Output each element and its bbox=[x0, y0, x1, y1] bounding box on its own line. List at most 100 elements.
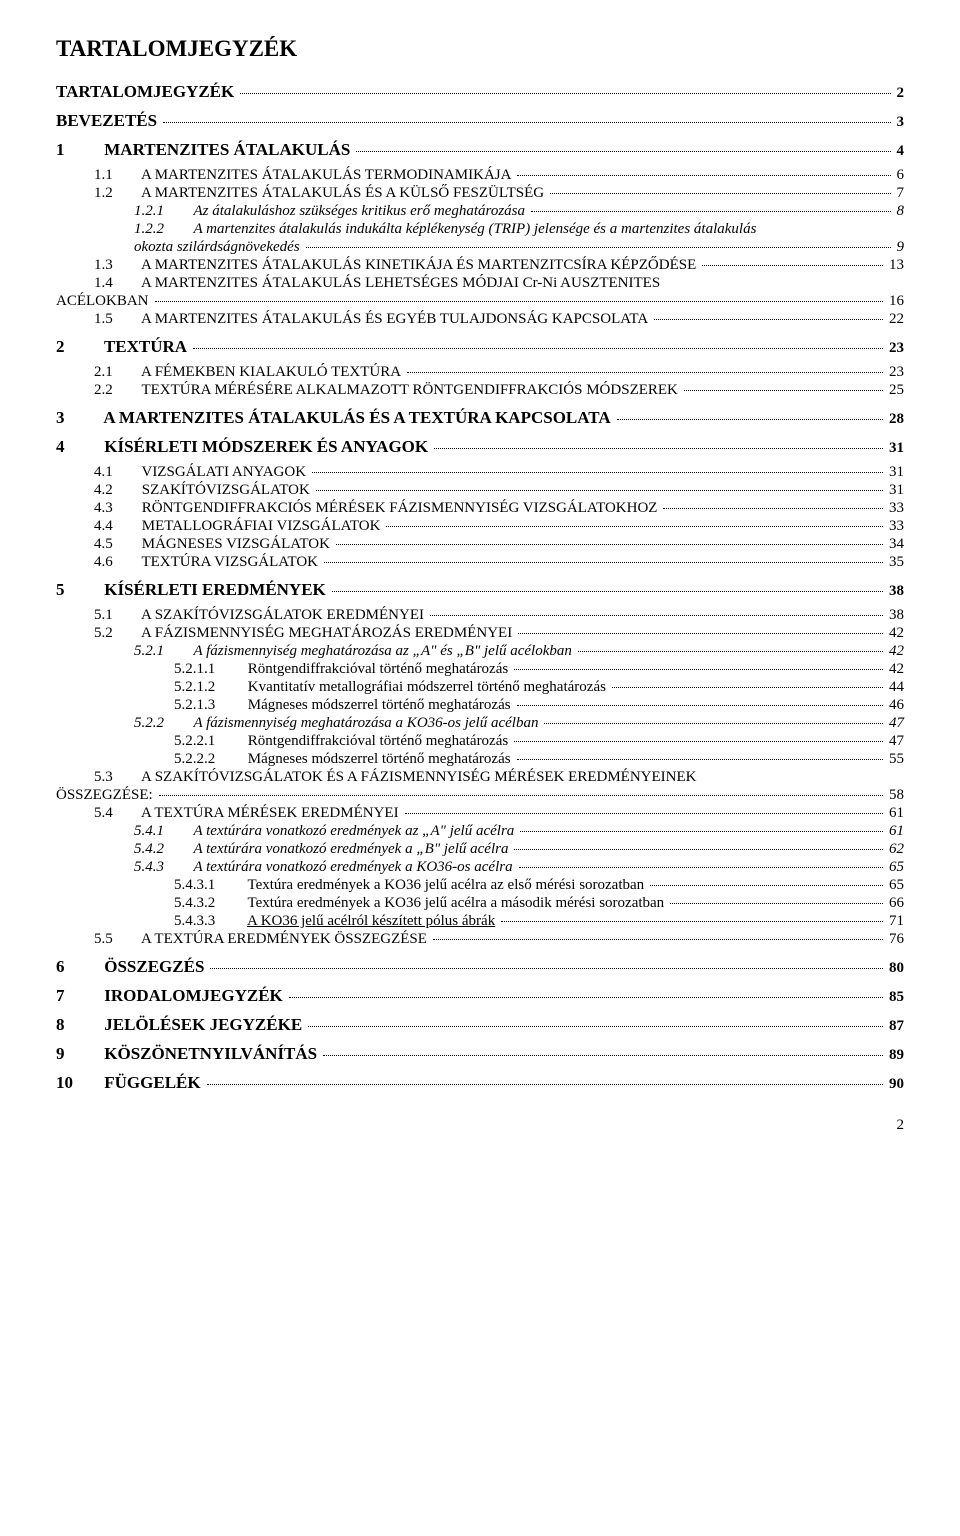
toc-leader-dots bbox=[519, 867, 883, 868]
toc-entry: 5.2.2.2 Mágneses módszerrel történő megh… bbox=[56, 751, 904, 768]
toc-number: 5.4.3.3 bbox=[174, 913, 244, 930]
toc-entry-continuation: ÖSSZEGZÉSE:58 bbox=[56, 787, 904, 804]
toc-page-number: 42 bbox=[885, 643, 904, 660]
toc-page-number: 25 bbox=[885, 382, 904, 399]
toc-leader-dots bbox=[332, 591, 883, 592]
toc-entry: 1.1 A MARTENZITES ÁTALAKULÁS TERMODINAMI… bbox=[56, 167, 904, 184]
toc-number: 6 bbox=[56, 957, 100, 977]
toc-number: 5.2 bbox=[94, 625, 138, 642]
toc-entry: 4.5 MÁGNESES VIZSGÁLATOK34 bbox=[56, 536, 904, 553]
toc-label: 5.5 A TEXTÚRA EREDMÉNYEK ÖSSZEGZÉSE bbox=[56, 931, 431, 948]
toc-leader-dots bbox=[433, 939, 883, 940]
toc-entry: 4.1 VIZSGÁLATI ANYAGOK31 bbox=[56, 464, 904, 481]
toc-entry: TARTALOMJEGYZÉK2 bbox=[56, 82, 904, 102]
toc-number: 5.2.2 bbox=[134, 715, 190, 732]
toc-label: 4.4 METALLOGRÁFIAI VIZSGÁLATOK bbox=[56, 518, 384, 535]
toc-number: 2.1 bbox=[94, 364, 138, 381]
toc-leader-dots bbox=[501, 921, 883, 922]
toc-number: 9 bbox=[56, 1044, 100, 1064]
toc-label: BEVEZETÉS bbox=[56, 111, 161, 131]
toc-page-number: 89 bbox=[885, 1047, 904, 1064]
toc-page-number: 38 bbox=[885, 583, 904, 600]
toc-entry: 5.1 A SZAKÍTÓVIZSGÁLATOK EREDMÉNYEI38 bbox=[56, 607, 904, 624]
toc-label: 9 KÖSZÖNETNYILVÁNÍTÁS bbox=[56, 1044, 321, 1064]
toc-label: 4.5 MÁGNESES VIZSGÁLATOK bbox=[56, 536, 334, 553]
toc-label: 5.4.3.2 Textúra eredmények a KO36 jelű a… bbox=[56, 895, 668, 912]
toc-entry: 4 KÍSÉRLETI MÓDSZEREK ÉS ANYAGOK31 bbox=[56, 437, 904, 457]
toc-label: 4.1 VIZSGÁLATI ANYAGOK bbox=[56, 464, 310, 481]
toc-page-number: 22 bbox=[885, 311, 904, 328]
toc-leader-dots bbox=[289, 997, 883, 998]
toc-number: 1.3 bbox=[94, 257, 138, 274]
toc-page-number: 55 bbox=[885, 751, 904, 768]
toc-page-number: 7 bbox=[893, 185, 905, 202]
toc-number: 5.2.2.1 bbox=[174, 733, 244, 750]
toc-number: 1.2.1 bbox=[134, 203, 190, 220]
toc-entry: 1.2 A MARTENZITES ÁTALAKULÁS ÉS A KÜLSŐ … bbox=[56, 185, 904, 202]
toc-entry-continuation: okozta szilárdságnövekedés9 bbox=[56, 239, 904, 256]
toc-entry: 4.2 SZAKÍTÓVIZSGÁLATOK31 bbox=[56, 482, 904, 499]
toc-label: ÖSSZEGZÉSE: bbox=[56, 787, 157, 804]
toc-entry: 5.2.1.1 Röntgendiffrakcióval történő meg… bbox=[56, 661, 904, 678]
toc-page-number: 80 bbox=[885, 960, 904, 977]
toc-label: 5.4.3.1 Textúra eredmények a KO36 jelű a… bbox=[56, 877, 648, 894]
toc-label: 4.3 RÖNTGENDIFFRAKCIÓS MÉRÉSEK FÁZISMENN… bbox=[56, 500, 661, 517]
toc-entry: 4.3 RÖNTGENDIFFRAKCIÓS MÉRÉSEK FÁZISMENN… bbox=[56, 500, 904, 517]
toc-page-number: 87 bbox=[885, 1018, 904, 1035]
toc-number: 5.2.1 bbox=[134, 643, 190, 660]
toc-entry: 5.5 A TEXTÚRA EREDMÉNYEK ÖSSZEGZÉSE76 bbox=[56, 931, 904, 948]
toc-leader-dots bbox=[550, 193, 890, 194]
toc-label: 3 A MARTENZITES ÁTALAKULÁS ÉS A TEXTÚRA … bbox=[56, 408, 615, 428]
toc-number: 8 bbox=[56, 1015, 100, 1035]
toc-entry: 1.2.2 A martenzites átalakulás indukálta… bbox=[56, 221, 904, 238]
toc-leader-dots bbox=[434, 448, 883, 449]
toc-label: 5.2.2 A fázismennyiség meghatározása a K… bbox=[56, 715, 542, 732]
toc-number: 4.6 bbox=[94, 554, 138, 571]
toc-entry: 5.4.3.1 Textúra eredmények a KO36 jelű a… bbox=[56, 877, 904, 894]
spacer bbox=[56, 429, 904, 436]
toc-page-number: 90 bbox=[885, 1076, 904, 1093]
toc-entry: 5.4.3 A textúrára vonatkozó eredmények a… bbox=[56, 859, 904, 876]
toc-leader-dots bbox=[663, 508, 883, 509]
toc-leader-dots bbox=[684, 390, 883, 391]
toc-entry: 1.2.1 Az átalakuláshoz szükséges kritiku… bbox=[56, 203, 904, 220]
toc-number: 5.3 bbox=[94, 769, 138, 786]
toc-entry: 4.4 METALLOGRÁFIAI VIZSGÁLATOK33 bbox=[56, 518, 904, 535]
toc-entry: BEVEZETÉS3 bbox=[56, 111, 904, 131]
spacer bbox=[56, 572, 904, 579]
toc-entry: 5.4.3.2 Textúra eredmények a KO36 jelű a… bbox=[56, 895, 904, 912]
toc-leader-dots bbox=[155, 301, 884, 302]
toc-entry: 1.3 A MARTENZITES ÁTALAKULÁS KINETIKÁJA … bbox=[56, 257, 904, 274]
toc-entry: 5.2.1.2 Kvantitatív metallográfiai módsz… bbox=[56, 679, 904, 696]
toc-number: 5.4.3.1 bbox=[174, 877, 244, 894]
toc-number: 4.5 bbox=[94, 536, 138, 553]
page-title: TARTALOMJEGYZÉK bbox=[56, 36, 904, 62]
toc-entry: 10 FÜGGELÉK90 bbox=[56, 1073, 904, 1093]
toc-label: 4 KÍSÉRLETI MÓDSZEREK ÉS ANYAGOK bbox=[56, 437, 432, 457]
toc-page-number: 9 bbox=[893, 239, 905, 256]
toc-number: 1.4 bbox=[94, 275, 138, 292]
toc-entry: 2 TEXTÚRA23 bbox=[56, 337, 904, 357]
toc-label: 7 IRODALOMJEGYZÉK bbox=[56, 986, 287, 1006]
toc-entry: 5.2 A FÁZISMENNYISÉG MEGHATÁROZÁS EREDMÉ… bbox=[56, 625, 904, 642]
toc-page-number: 61 bbox=[885, 823, 904, 840]
toc-entry: 7 IRODALOMJEGYZÉK85 bbox=[56, 986, 904, 1006]
toc-entry: 5.2.1.3 Mágneses módszerrel történő megh… bbox=[56, 697, 904, 714]
toc-page-number: 47 bbox=[885, 733, 904, 750]
toc-label: 6 ÖSSZEGZÉS bbox=[56, 957, 208, 977]
toc-page-number: 65 bbox=[885, 859, 904, 876]
toc-entry: 5.4.1 A textúrára vonatkozó eredmények a… bbox=[56, 823, 904, 840]
toc-leader-dots bbox=[702, 265, 883, 266]
toc-leader-dots bbox=[407, 372, 883, 373]
toc-entry: 5.4.2 A textúrára vonatkozó eredmények a… bbox=[56, 841, 904, 858]
toc-page-number: 42 bbox=[885, 625, 904, 642]
toc-number: 1.5 bbox=[94, 311, 138, 328]
toc-number: 1.2 bbox=[94, 185, 138, 202]
spacer bbox=[56, 103, 904, 110]
toc-label: 1.2.2 A martenzites átalakulás indukálta… bbox=[56, 221, 760, 238]
spacer bbox=[56, 1007, 904, 1014]
toc-leader-dots bbox=[650, 885, 883, 886]
toc-entry: 5.2.1 A fázismennyiség meghatározása az … bbox=[56, 643, 904, 660]
toc-label: 4.6 TEXTÚRA VIZSGÁLATOK bbox=[56, 554, 322, 571]
spacer bbox=[56, 132, 904, 139]
